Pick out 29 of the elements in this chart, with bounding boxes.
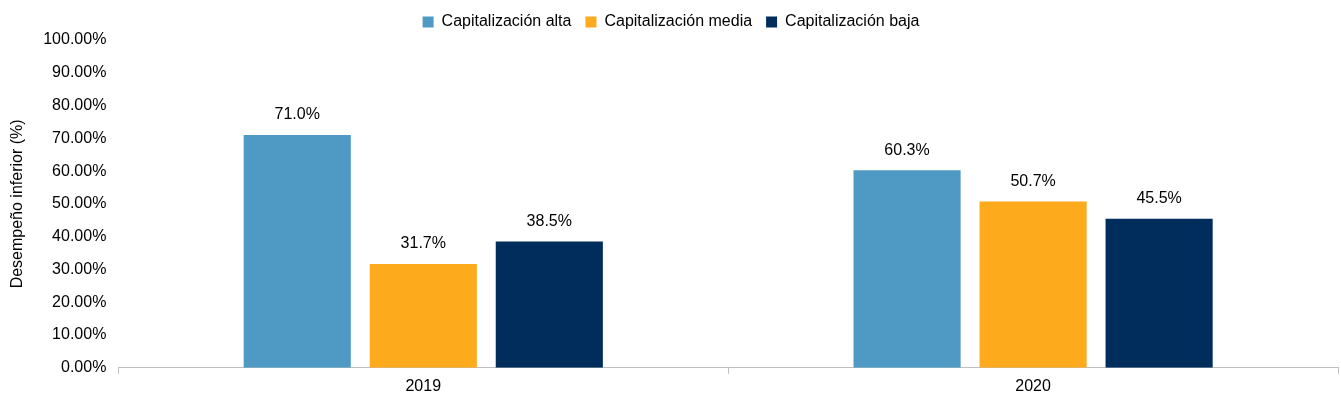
y-tick-label: 100.00% [43,30,107,48]
y-tick-label: 80.00% [52,95,107,113]
x-tick-label: 2019 [405,376,442,394]
legend-label: Capitalización alta [441,12,572,30]
y-tick-label: 20.00% [52,292,107,310]
bar [369,263,477,368]
bar [853,170,961,368]
y-tick-label: 0.00% [60,358,107,376]
data-label: 31.7% [400,234,446,252]
bar [495,241,603,368]
y-tick-label: 90.00% [52,63,107,81]
y-tick-label: 30.00% [52,259,107,277]
bar [979,201,1087,368]
y-tick-label: 50.00% [52,194,107,212]
y-tick-label: 60.00% [52,161,107,179]
y-tick-label: 70.00% [52,128,107,146]
bar [243,135,351,368]
data-label: 38.5% [526,212,572,229]
bar [1105,218,1213,368]
legend-label: Capitalización media [604,12,753,30]
legend-label: Capitalización baja [785,12,920,30]
data-label: 50.7% [1010,172,1056,190]
data-label: 45.5% [1136,189,1182,207]
x-tick-label: 2020 [1015,376,1051,394]
y-axis-title: Desempeño inferior (%) [8,119,26,289]
y-tick-label: 10.00% [52,325,107,343]
data-label: 71.0% [274,105,320,123]
data-label: 60.3% [884,140,930,158]
y-tick-label: 40.00% [52,227,107,245]
